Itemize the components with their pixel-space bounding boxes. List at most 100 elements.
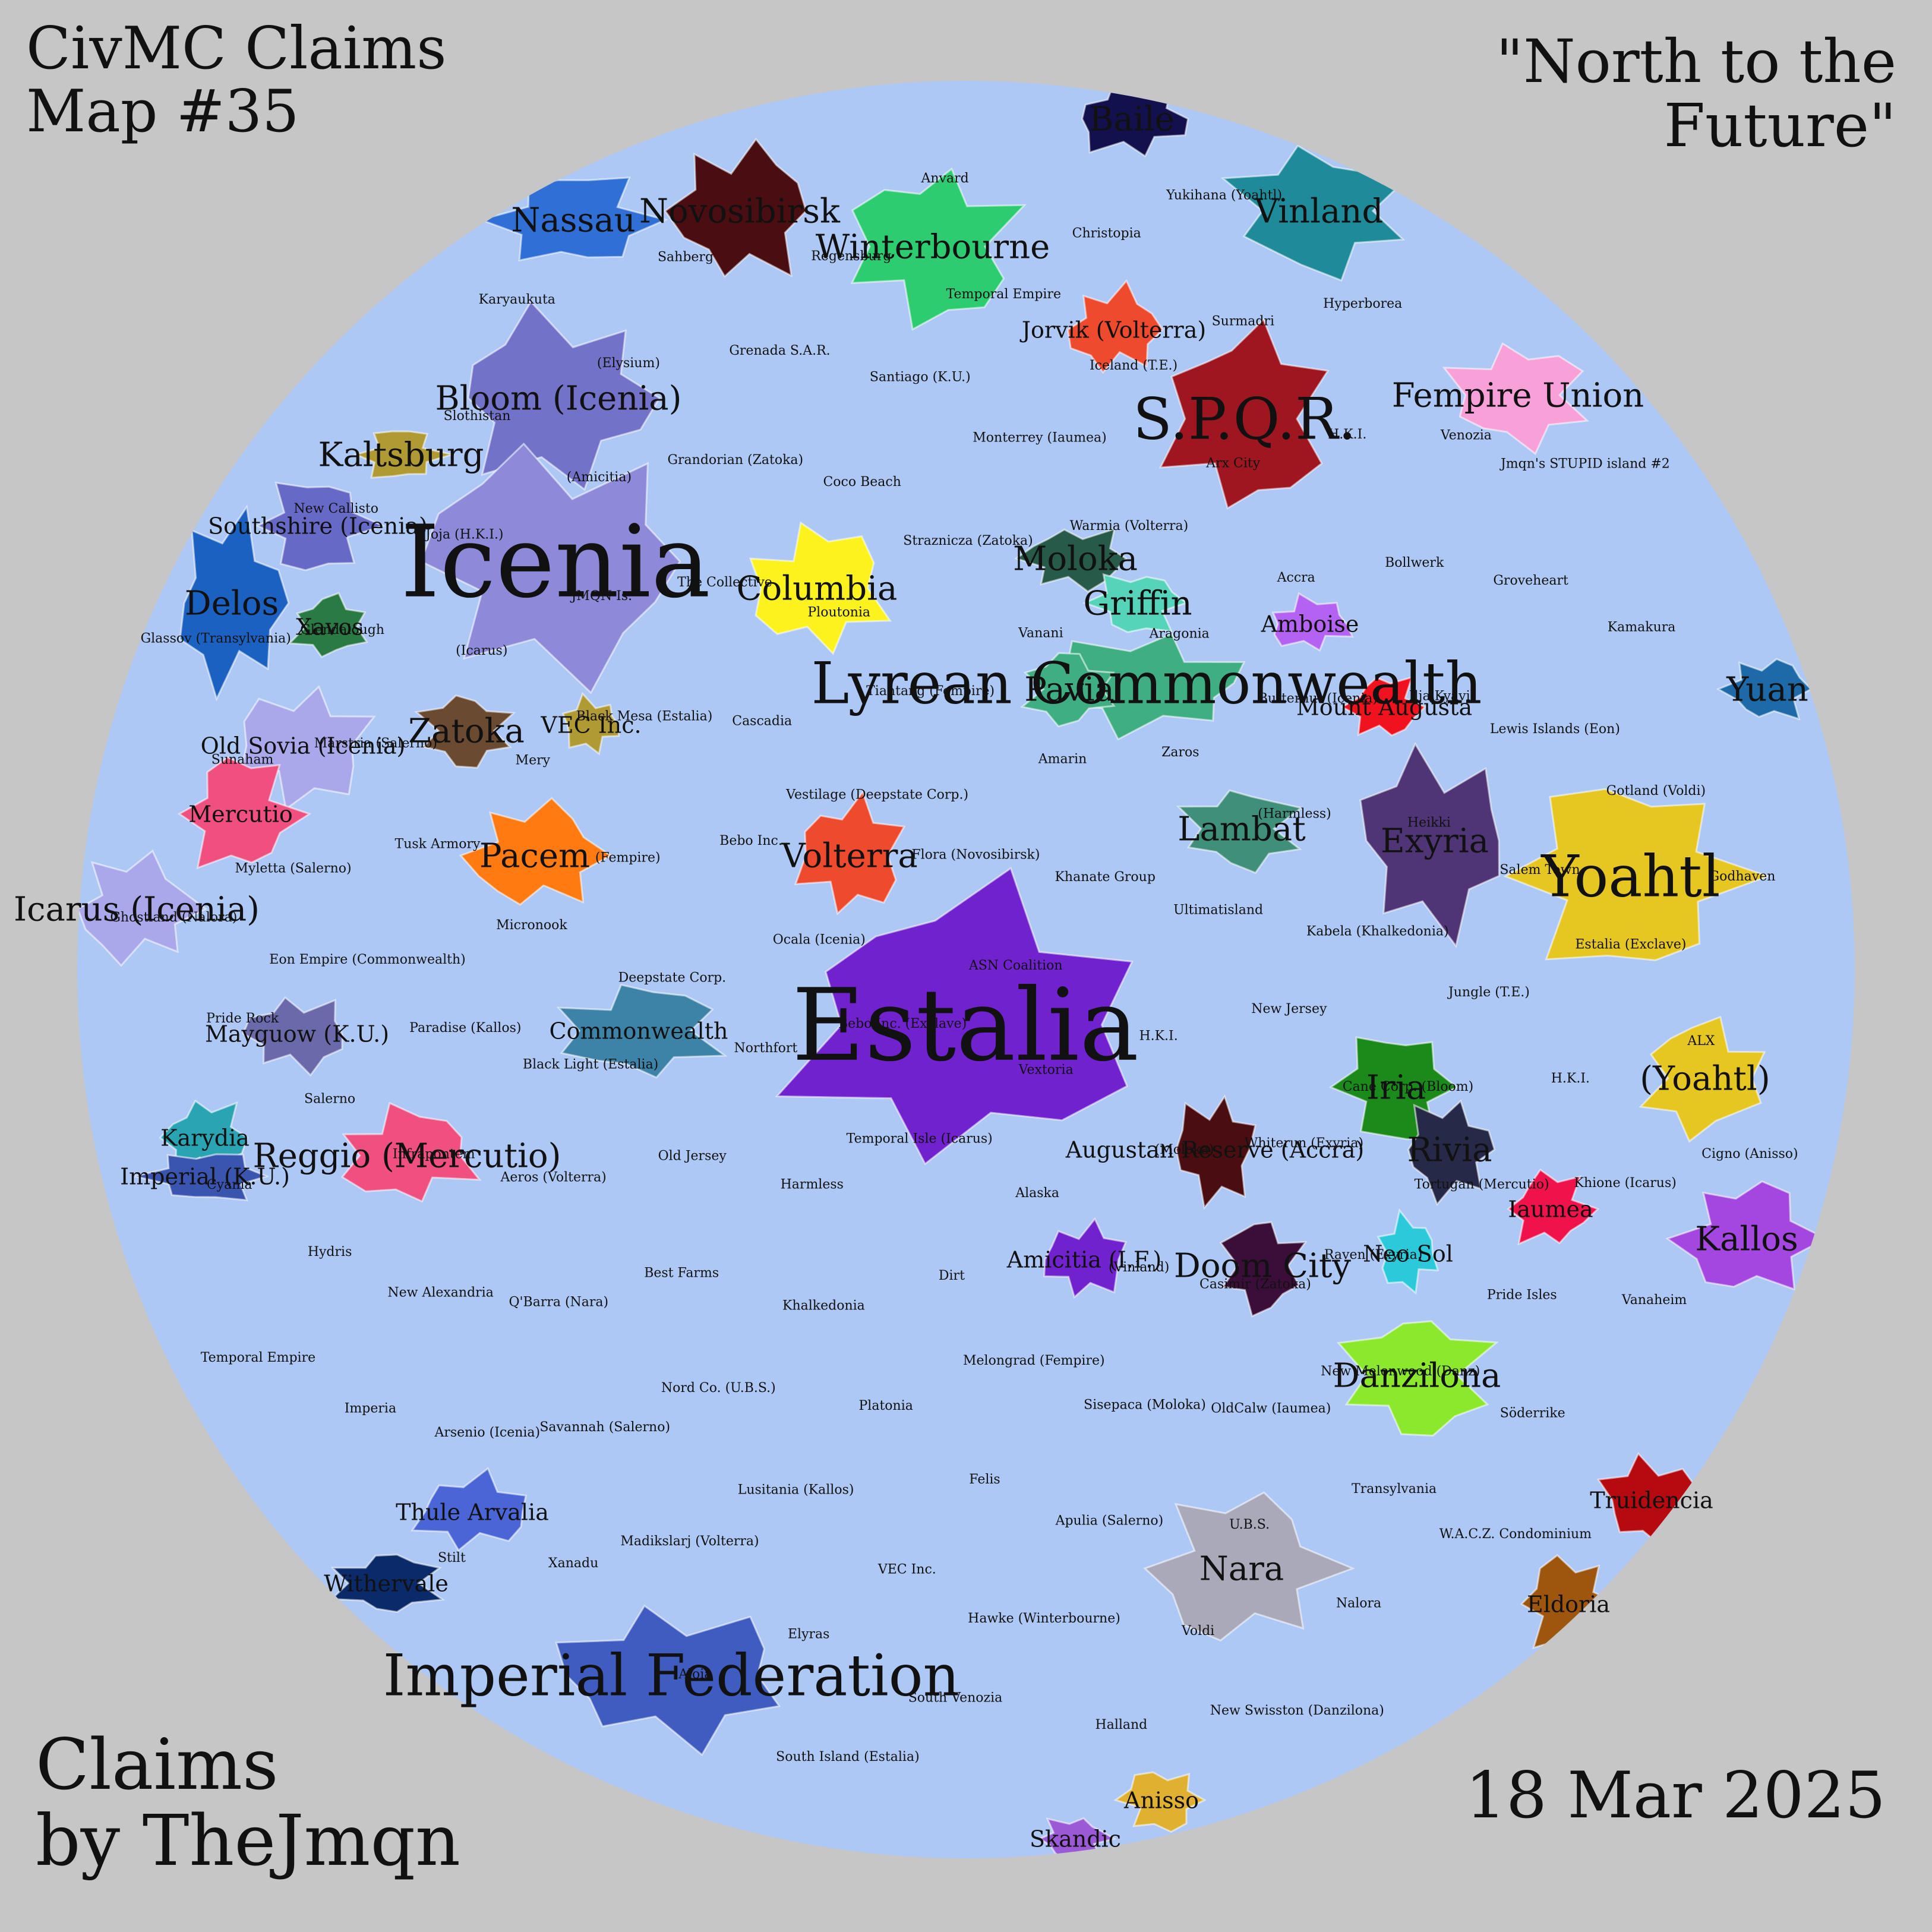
territory-kallos[interactable] (1665, 1180, 1828, 1291)
territory-s-p-q-r[interactable] (1158, 318, 1330, 510)
territory-imperial-k-u[interactable] (134, 1153, 270, 1201)
territory-yoahtl[interactable] (1503, 788, 1771, 961)
place-label: Aeros (Volterra) (500, 1170, 606, 1185)
place-label: Bebo Inc. (Exclave) (838, 1016, 967, 1031)
territory-columbia[interactable] (749, 521, 892, 655)
territory-augustan-reserve-accra[interactable] (1175, 1094, 1257, 1210)
territory-thule-arvalia[interactable] (411, 1467, 527, 1552)
nation-label-eldoria: Eldoria (1527, 1591, 1610, 1617)
nation-label-yuan: Yuan (1726, 671, 1808, 709)
nation-label-lyrean-commonwealth: Lyrean Commonwealth (812, 651, 1482, 717)
place-label: Pride Rock (206, 1011, 279, 1026)
territory-yoahtl[interactable] (1639, 1015, 1766, 1143)
territory-neo-sol[interactable] (1377, 1208, 1439, 1295)
territory-zatoka[interactable] (414, 694, 516, 769)
nation-label-yoahtl: Yoahtl (1540, 844, 1720, 910)
territory-mayguow-k-u[interactable] (242, 996, 343, 1077)
place-label: Temporal Empire (201, 1350, 315, 1365)
place-label: W.A.C.Z. Condominium (1439, 1527, 1592, 1542)
territory-withervale[interactable] (329, 1554, 446, 1613)
territory-winterbourne[interactable] (850, 167, 1027, 331)
nation-label-amicitia-i-f: Amicitia (I.F.) (1006, 1246, 1162, 1273)
territory-nara[interactable] (1143, 1491, 1356, 1642)
map-motto: "North to the Future" (1302, 30, 1896, 158)
territory-old-sovia-icenia[interactable] (240, 685, 376, 811)
territory-yuan[interactable] (1716, 658, 1813, 721)
nation-label-iria: Iria (1366, 1069, 1426, 1107)
place-label: H.K.I. (1551, 1071, 1590, 1086)
territory-rivia[interactable] (1407, 1099, 1496, 1207)
place-label: (Fempire) (595, 850, 661, 865)
place-label: Infrapontem (393, 1147, 475, 1161)
territory-bloom-icenia[interactable] (467, 300, 661, 491)
nation-label-mayguow-k-u: Mayguow (K.U.) (205, 1021, 389, 1047)
nation-label-columbia: Columbia (737, 570, 898, 608)
territory-jorvik-volterra[interactable] (1066, 279, 1164, 374)
territory-icenia[interactable] (419, 442, 681, 694)
territory-mercutio[interactable] (178, 756, 312, 870)
territory-estalia[interactable] (775, 867, 1134, 1166)
territory-xavos[interactable] (287, 592, 368, 658)
place-label: Deepstate Corp. (618, 971, 727, 986)
territory-novosibirsk[interactable] (664, 137, 807, 278)
place-label: Cyania (207, 1177, 252, 1192)
territory-pavia[interactable] (1020, 652, 1116, 728)
nation-label-exyria: Exyria (1381, 822, 1489, 861)
territory-amboise[interactable] (1271, 592, 1354, 652)
territory-doom-city[interactable] (1219, 1221, 1308, 1318)
territory-vinland[interactable] (1220, 144, 1406, 282)
nation-label-bloom-icenia: Bloom (Icenia) (435, 380, 681, 418)
place-label: Christopia (1072, 226, 1141, 241)
title-line-1: CivMC Claims (26, 15, 447, 83)
territory-reggio-mercutio[interactable] (340, 1101, 482, 1203)
territory-fempire-union[interactable] (1442, 342, 1590, 456)
place-label: (Elysium) (597, 356, 660, 371)
place-label: Anvard (920, 171, 968, 186)
territory-danzilona[interactable] (1337, 1320, 1499, 1437)
place-label: Butternut (Icenia) (1258, 691, 1378, 706)
territory-amicitia-i-f[interactable] (1043, 1217, 1128, 1299)
place-label: Khalkedonia (782, 1298, 865, 1313)
territory-volterra[interactable] (794, 790, 906, 916)
territory-anisso[interactable] (1113, 1771, 1207, 1833)
place-label: Iceland (T.E.) (1090, 358, 1177, 373)
nation-label-danzilona: Danzilona (1333, 1357, 1501, 1396)
nation-label-vec-inc: VEC Inc. (540, 712, 641, 738)
place-label: Salerno (304, 1092, 355, 1107)
place-label: Amarin (1038, 752, 1087, 767)
territory-commonwealth[interactable] (556, 983, 728, 1079)
territory-lambat[interactable] (1176, 789, 1303, 875)
place-label: Groveheart (1493, 573, 1568, 588)
place-label: Jmqn's STUPID island #2 (1499, 457, 1670, 472)
territory-exyria[interactable] (1359, 742, 1500, 948)
territory-griffin[interactable] (1082, 573, 1188, 633)
territory-moloka[interactable] (1014, 528, 1128, 593)
territory-vec-inc[interactable] (561, 692, 620, 756)
credit-line-1: Claims (36, 1723, 279, 1806)
nation-label-augustan-reserve-accra: Augustan Reserve (Accra) (1065, 1137, 1364, 1163)
place-label: Temporal Empire (946, 287, 1061, 302)
place-label: Straznicza (Zatoka) (903, 533, 1033, 548)
place-label: Madikslarj (Volterra) (620, 1534, 759, 1549)
place-label: Black Mesa (Estalia) (576, 709, 713, 724)
place-label: New Jersey (1251, 1002, 1327, 1016)
territory-delos[interactable] (179, 504, 290, 702)
place-label: ASN Coalition (968, 958, 1063, 973)
place-label: Glassov (Transylvania) (141, 632, 291, 646)
territory-southshire-icenia[interactable] (255, 481, 386, 572)
territory-kaltsburg[interactable] (353, 430, 456, 479)
nation-label-mount-augusta: Mount Augusta (1296, 694, 1472, 720)
nation-label-yoahtl: (Yoahtl) (1640, 1060, 1770, 1098)
territory-mount-augusta[interactable] (1340, 675, 1427, 737)
territory-iaumea[interactable] (1507, 1168, 1600, 1246)
territory-pacem[interactable] (459, 797, 613, 906)
place-label: Xanadu (548, 1556, 598, 1571)
place-label: Warmia (Volterra) (1070, 519, 1189, 533)
place-label: Ghostland (Nalora) (110, 910, 237, 925)
nation-label-icarus-icenia: Icarus (Icenia) (14, 891, 260, 929)
nation-label-southshire-icenia: Southshire (Icenia) (208, 513, 428, 539)
place-label: Cascadia (732, 714, 792, 729)
territory-imperial-federation[interactable] (555, 1604, 781, 1756)
place-label: Mery (516, 753, 551, 768)
